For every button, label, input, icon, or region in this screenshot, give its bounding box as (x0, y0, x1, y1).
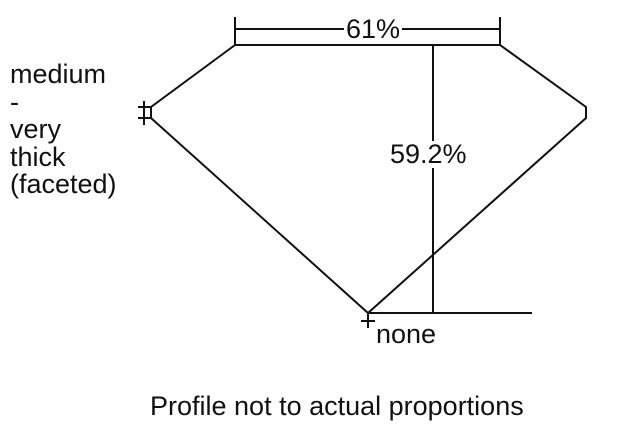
girdle-label-line: thick (10, 141, 66, 172)
girdle-label: medium - very thick (faceted) (10, 59, 117, 199)
gem-outline (150, 44, 587, 315)
girdle-label-line: (faceted) (10, 169, 117, 199)
girdle-label-line: medium (10, 59, 107, 89)
caption: Profile not to actual proportions (150, 391, 524, 421)
girdle-label-line: very (10, 114, 62, 144)
girdle-label-line: - (10, 86, 19, 117)
table-percent-label: 61% (344, 14, 403, 44)
depth-percent-label: 59.2% (388, 139, 469, 169)
culet-label: none (376, 319, 437, 349)
